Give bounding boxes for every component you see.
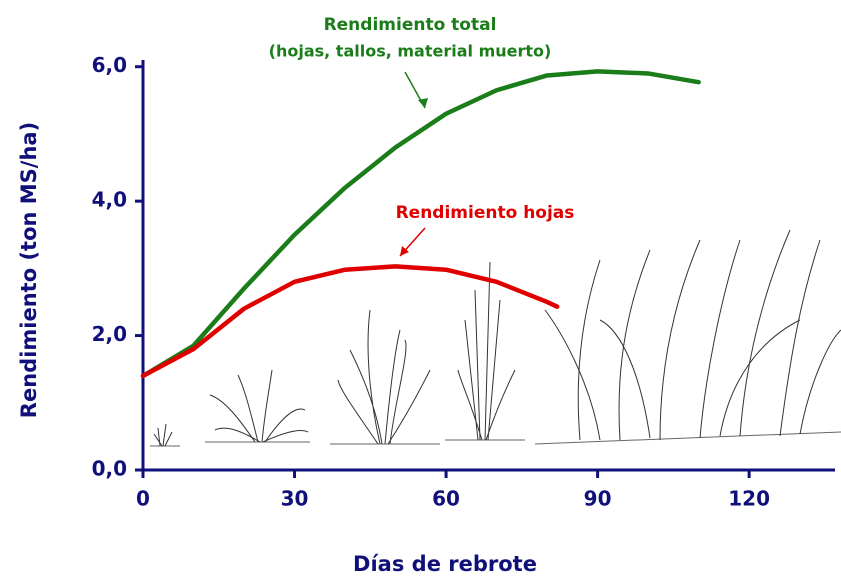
chart: Rendimiento total (hojas, tallos, materi… [0,0,841,583]
y-tick-label: 2,0 [92,322,127,346]
series-line [143,71,699,375]
y-axis-label: Rendimiento (ton MS/ha) [17,122,41,418]
series-label: Rendimiento total [324,15,497,35]
grass-illustrations [150,230,841,446]
x-tick-label: 90 [584,487,612,511]
y-tick-label: 6,0 [92,53,127,77]
x-tick-label: 0 [136,487,150,511]
x-tick-label: 60 [432,487,460,511]
x-axis-label: Días de rebrote [353,552,537,576]
y-tick-label: 4,0 [92,188,127,212]
x-tick-label: 30 [281,487,309,511]
series-label: Rendimiento hojas [396,203,575,223]
y-tick-label: 0,0 [92,457,127,481]
x-tick-label: 120 [728,487,770,511]
annotation: (hojas, tallos, material muerto) [269,42,552,61]
